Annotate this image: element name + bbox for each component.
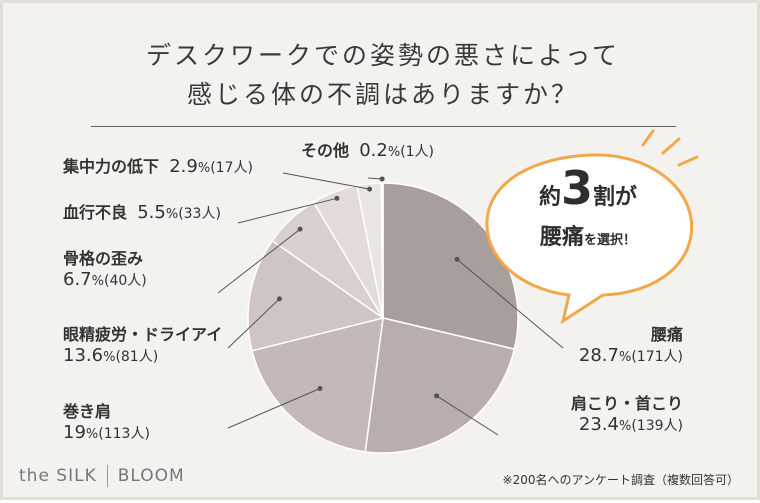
- slice-unit: %: [91, 274, 104, 289]
- slice-unit: %: [618, 419, 632, 434]
- chart-title-line1: デスクワークでの姿勢の悪さによって: [145, 41, 620, 70]
- slice-percent: 5.5: [137, 202, 166, 223]
- slice-name: 骨格の歪み: [63, 249, 144, 268]
- callout-ray-0: [641, 129, 655, 147]
- callout-suffix1: 割: [593, 185, 616, 210]
- slice-unit: %: [387, 145, 401, 160]
- callout-prefix: 約: [538, 185, 561, 210]
- slice-unit: %: [103, 350, 116, 365]
- slice-name: 血行不良: [63, 203, 128, 222]
- slice-percent: 19: [63, 422, 86, 443]
- callout-ray-1: [661, 137, 681, 155]
- brand-left: the SILK: [19, 466, 97, 486]
- leader-end-1: [434, 393, 440, 399]
- brand-right: BLOOM: [117, 466, 185, 486]
- slice-name: 肩こり・首こり: [570, 394, 683, 413]
- brand-logo: the SILK BLOOM: [19, 465, 185, 487]
- leader-line-6: [282, 172, 370, 190]
- slice-percent: 23.4: [578, 414, 619, 435]
- slice-count: (171人): [631, 349, 683, 365]
- leader-line-4: [217, 228, 301, 294]
- leader-line-2: [227, 388, 321, 429]
- leader-end-0: [454, 256, 460, 262]
- pie-slice-2: [251, 317, 384, 453]
- chart-title-line2: 感じる体の不調はありますか？: [186, 80, 579, 109]
- callout-bubble: [485, 129, 699, 325]
- slice-percent: 6.7: [63, 269, 92, 290]
- slice-label-0: 腰痛 28.7%(171人): [563, 321, 683, 366]
- slice-label-1: 肩こり・首こり 23.4%(139人): [503, 390, 683, 435]
- callout-ray-2: [677, 155, 699, 167]
- callout-tail: を選択！: [584, 233, 637, 248]
- footnote: ※200名へのアンケート調査（複数回答可）: [502, 473, 739, 487]
- slice-label-3: 眼精疲労・ドライアイ 13.6%(81人): [63, 321, 222, 366]
- slice-count: (113人): [98, 426, 150, 442]
- slice-name: 腰痛: [650, 325, 683, 344]
- slice-name: 眼精疲労・ドライアイ: [63, 325, 223, 344]
- leader-end-7: [379, 176, 385, 182]
- leader-line-1: [436, 395, 499, 436]
- slice-name: 集中力の低下: [63, 157, 160, 176]
- leader-end-2: [317, 385, 323, 391]
- title-divider: [91, 126, 676, 127]
- pie-slice-3: [247, 239, 385, 352]
- slice-count: (40人): [104, 273, 147, 289]
- slice-count: (33人): [178, 206, 221, 222]
- slice-unit: %: [165, 207, 179, 222]
- leader-line-3: [227, 298, 280, 349]
- slice-unit: %: [618, 350, 632, 365]
- slice-name: その他: [301, 141, 350, 160]
- callout-text: 約3割が 腰痛を選択！: [503, 163, 673, 251]
- slice-label-7: その他 0.2%(1人): [301, 137, 434, 161]
- slice-percent: 13.6: [63, 345, 104, 366]
- leader-line-0: [456, 258, 564, 349]
- leader-end-6: [367, 186, 373, 192]
- brand-separator: [106, 465, 108, 487]
- slice-label-2: 巻き肩 19%(113人): [63, 398, 150, 443]
- slice-name: 巻き肩: [63, 402, 112, 421]
- slice-count: (1人): [400, 144, 435, 160]
- leader-end-5: [334, 195, 340, 201]
- slice-unit: %: [197, 161, 211, 176]
- slice-percent: 2.9: [169, 156, 198, 177]
- slice-count: (139人): [631, 418, 683, 434]
- slice-percent: 28.7: [578, 345, 619, 366]
- pie-chart: [217, 129, 699, 454]
- callout-number: 3: [560, 161, 593, 215]
- leader-line-5: [237, 197, 338, 224]
- slice-percent: 0.2: [359, 140, 388, 161]
- slice-unit: %: [85, 427, 99, 442]
- callout-highlight: 腰痛: [539, 225, 584, 250]
- slice-count: (17人): [210, 160, 253, 176]
- slice-label-4: 骨格の歪み 6.7%(40人): [63, 245, 147, 290]
- callout-suffix2: が: [615, 185, 638, 210]
- pie-slice-1: [364, 317, 516, 454]
- pie-slice-7: [380, 182, 384, 319]
- slice-label-5: 血行不良 5.5%(33人): [63, 199, 221, 223]
- slice-count: (81人): [115, 349, 159, 365]
- leader-end-4: [297, 226, 303, 232]
- leader-end-3: [276, 296, 282, 302]
- slice-label-6: 集中力の低下 2.9%(17人): [63, 153, 253, 177]
